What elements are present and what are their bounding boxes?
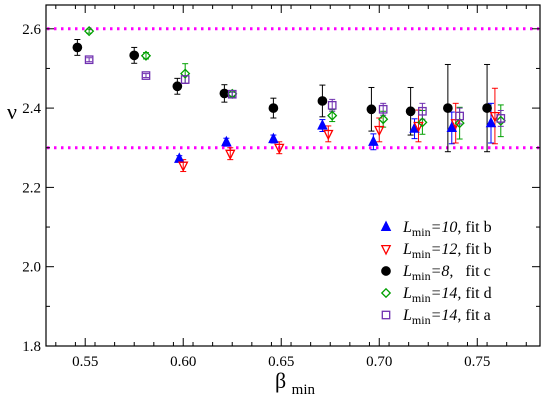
data-point-series-2 (72, 42, 83, 53)
x-axis-label: β min (275, 368, 316, 398)
legend-subscript: min (412, 247, 431, 261)
legend-symbol: L (402, 219, 412, 236)
reference-lines (47, 27, 539, 150)
legend-subscript: min (412, 291, 431, 305)
legend-marker-0 (380, 220, 392, 232)
data-point-series-4 (418, 106, 427, 116)
legend-subscript: min (412, 313, 431, 327)
x-tick-label: 0.70 (366, 354, 392, 370)
tick-labels: 0.55 0.60 0.65 0.70 0.75 1.8 2.0 2.2 2.4 2.6 (22, 22, 490, 370)
x-tick-label: 0.75 (464, 354, 490, 370)
legend-fit: fit d (461, 285, 491, 302)
legend-subscript: min (412, 269, 431, 283)
legend-marker-3 (380, 287, 392, 299)
data-point-series-1 (225, 149, 236, 161)
x-tick-label: 0.65 (268, 354, 294, 370)
legend-value: =12 (431, 241, 458, 258)
legend-entry-4: Lmin=14, fit a (402, 307, 491, 327)
data-point-series-2 (219, 88, 230, 99)
legend-fit: , fit b (457, 219, 491, 236)
y-tick-label: 2.4 (22, 101, 41, 117)
data-point-series-4 (227, 89, 237, 99)
data-point-series-4 (496, 114, 506, 123)
legend-marker-4 (381, 310, 391, 320)
data-point-series-1 (374, 125, 385, 137)
data-point-series-3 (417, 117, 428, 128)
x-axis-label-main: β (275, 368, 286, 393)
y-axis-label: ν (7, 99, 17, 124)
data-point-series-3 (180, 68, 191, 79)
x-tick-label: 0.55 (72, 354, 98, 370)
legend-fit: , fit a (457, 307, 490, 324)
data-point-series-0 (268, 132, 279, 144)
data-point-series-4 (141, 71, 151, 80)
legend-entry-0: Lmin=10, fit b (402, 219, 492, 239)
data-markers (72, 26, 506, 173)
legend-value: =8, (431, 263, 454, 280)
legend-marker-1 (380, 244, 392, 256)
data-point-series-1 (274, 143, 285, 155)
data-point-series-4 (455, 111, 464, 121)
data-point-series-0 (317, 119, 328, 130)
legend-marker-2 (381, 266, 391, 276)
data-point-series-2 (172, 81, 183, 92)
data-point-series-3 (378, 114, 389, 125)
legend-entry-2: Lmin=8, fit c (402, 263, 491, 283)
data-point-series-2 (443, 103, 453, 113)
data-point-series-0 (446, 121, 458, 132)
data-point-series-2 (317, 96, 328, 106)
data-point-series-3 (495, 115, 506, 126)
data-point-series-2 (405, 106, 416, 117)
data-point-series-3 (140, 50, 152, 61)
data-point-series-0 (368, 135, 379, 146)
data-point-series-4 (327, 100, 337, 110)
legend-fit: , fit b (457, 241, 491, 258)
legend-value: =14 (431, 307, 458, 324)
legend-value: =10 (431, 219, 458, 236)
plot-frame (45, 4, 541, 347)
data-point-series-1 (177, 161, 189, 173)
legend-symbol: L (402, 241, 412, 258)
legend-subscript: min (412, 225, 431, 239)
data-point-series-3 (84, 26, 95, 37)
legend-value: =14, (431, 285, 462, 302)
legend-entry-3: Lmin=14, fit d (402, 285, 492, 305)
data-point-series-0 (221, 135, 232, 147)
error-bars (74, 28, 504, 173)
axis-ticks (46, 5, 540, 347)
data-point-series-4 (180, 75, 190, 84)
data-point-series-0 (174, 152, 185, 163)
y-tick-label: 2.6 (22, 22, 41, 38)
legend-fit: fit c (453, 263, 490, 280)
data-point-series-3 (454, 118, 465, 129)
y-tick-label: 1.8 (22, 339, 41, 355)
data-point-series-2 (482, 103, 492, 113)
x-tick-label: 0.60 (170, 354, 196, 370)
data-point-series-2 (129, 50, 140, 61)
data-point-series-3 (327, 110, 338, 121)
legend-symbol: L (402, 307, 412, 324)
data-point-series-2 (366, 104, 377, 115)
y-tick-label: 2.2 (22, 180, 41, 196)
data-point-series-1 (323, 129, 334, 141)
legend-symbol: L (402, 285, 412, 302)
data-point-series-4 (84, 55, 94, 65)
data-point-series-4 (378, 104, 388, 114)
data-point-series-2 (268, 103, 279, 113)
data-point-series-0 (485, 116, 497, 128)
x-axis-label-subscript: min (292, 382, 316, 398)
legend-entry-1: Lmin=12, fit b (402, 241, 492, 261)
legend-symbol: L (402, 263, 412, 280)
y-tick-label: 2.0 (22, 260, 41, 276)
